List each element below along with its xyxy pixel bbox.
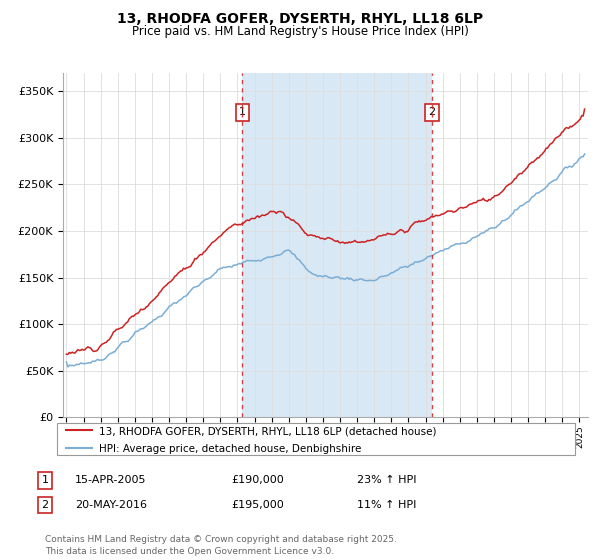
Text: 2: 2 — [428, 108, 436, 118]
Text: 11% ↑ HPI: 11% ↑ HPI — [357, 500, 416, 510]
FancyBboxPatch shape — [56, 423, 575, 455]
Text: 1: 1 — [239, 108, 246, 118]
Text: 1: 1 — [41, 475, 49, 486]
Text: 2: 2 — [41, 500, 49, 510]
Text: 20-MAY-2016: 20-MAY-2016 — [75, 500, 147, 510]
Text: HPI: Average price, detached house, Denbighshire: HPI: Average price, detached house, Denb… — [98, 444, 361, 454]
Text: 23% ↑ HPI: 23% ↑ HPI — [357, 475, 416, 486]
Text: 13, RHODFA GOFER, DYSERTH, RHYL, LL18 6LP: 13, RHODFA GOFER, DYSERTH, RHYL, LL18 6L… — [117, 12, 483, 26]
Text: Contains HM Land Registry data © Crown copyright and database right 2025.
This d: Contains HM Land Registry data © Crown c… — [45, 535, 397, 556]
Bar — [242, 73, 432, 417]
Text: £190,000: £190,000 — [231, 475, 284, 486]
Text: £195,000: £195,000 — [231, 500, 284, 510]
Text: 15-APR-2005: 15-APR-2005 — [75, 475, 146, 486]
Text: 13, RHODFA GOFER, DYSERTH, RHYL, LL18 6LP (detached house): 13, RHODFA GOFER, DYSERTH, RHYL, LL18 6L… — [98, 426, 436, 436]
Text: Price paid vs. HM Land Registry's House Price Index (HPI): Price paid vs. HM Land Registry's House … — [131, 25, 469, 38]
